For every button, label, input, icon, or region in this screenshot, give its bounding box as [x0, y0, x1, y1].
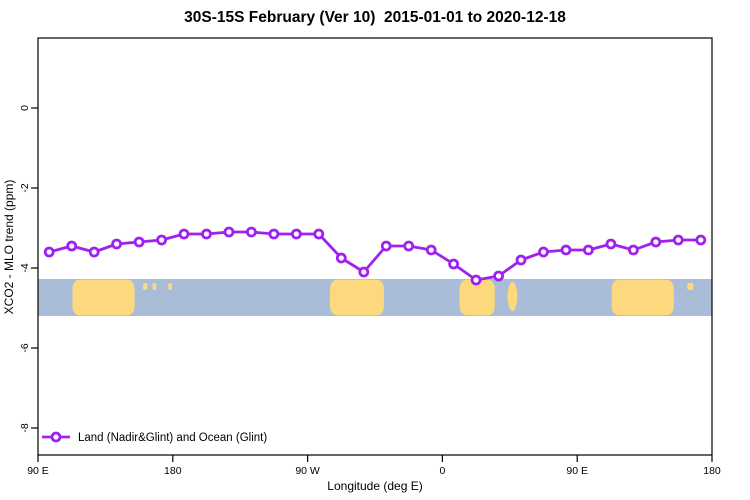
x-tick-label: 90 W	[295, 465, 320, 477]
data-point-marker	[538, 246, 549, 258]
data-point-marker	[111, 238, 122, 250]
data-point-marker	[650, 236, 662, 248]
y-tick-label: -2	[19, 183, 31, 192]
y-tick-label: -6	[19, 343, 31, 352]
data-point-marker	[605, 238, 617, 250]
legend-label: Land (Nadir&Glint) and Ocean (Glint)	[78, 432, 267, 444]
y-tick-label: -4	[19, 263, 31, 272]
y-tick-label: -8	[19, 423, 31, 432]
land-south-america	[330, 279, 384, 316]
data-point-marker	[43, 246, 55, 258]
land-australia	[72, 279, 135, 316]
land-coral-sea-islands	[142, 283, 148, 290]
land-new-caledonia-repeat	[687, 283, 694, 290]
land-vanuatu	[152, 283, 157, 290]
data-point-marker	[515, 254, 527, 266]
data-point-marker	[88, 246, 100, 258]
data-point-marker	[201, 228, 212, 240]
x-axis-label: Longitude (deg E)	[327, 479, 422, 493]
data-point-marker	[66, 240, 78, 252]
data-point-marker	[470, 274, 482, 286]
map-strip	[38, 279, 712, 316]
land-madagascar	[507, 282, 518, 311]
data-point-marker	[403, 240, 415, 252]
data-point-marker	[493, 270, 505, 282]
data-point-marker	[156, 234, 168, 246]
legend: Land (Nadir&Glint) and Ocean (Glint)	[42, 431, 267, 444]
x-tick-label: 0	[439, 465, 445, 477]
data-point-marker	[178, 228, 190, 240]
x-tick-label: 180	[164, 465, 182, 477]
x-tick-label: 90 E	[566, 465, 588, 477]
series-line	[47, 230, 703, 282]
x-tick-label: 180	[703, 465, 721, 477]
legend-marker-icon	[50, 431, 62, 443]
data-point-marker	[223, 226, 235, 238]
data-point-marker	[358, 266, 370, 278]
data-point-marker	[448, 258, 460, 270]
data-point-marker	[133, 236, 145, 248]
data-point-marker	[672, 234, 684, 246]
chart-title: 30S-15S February (Ver 10) 2015-01-01 to …	[184, 9, 566, 26]
y-axis-label: XCO2 - MLO trend (ppm)	[2, 180, 16, 315]
data-point-marker	[268, 228, 280, 240]
data-series	[43, 226, 707, 286]
data-point-marker	[335, 252, 347, 264]
y-tick-label: 0	[19, 105, 31, 111]
land-africa	[459, 279, 495, 316]
data-point-marker	[380, 240, 392, 252]
data-point-marker	[313, 228, 325, 240]
data-point-marker	[583, 244, 594, 256]
data-point-marker	[425, 244, 437, 256]
x-tick-label: 90 E	[27, 465, 49, 477]
data-point-marker	[695, 234, 707, 246]
data-point-marker	[245, 226, 257, 238]
data-point-marker	[560, 244, 572, 256]
data-point-marker	[290, 228, 302, 240]
land-fiji	[168, 283, 173, 290]
data-point-marker	[628, 244, 639, 256]
axis-ticks: 90 E 180 90 W 0 90 E 180 0 -2 -4 -6 -8	[19, 105, 721, 477]
plot-border	[37, 37, 713, 456]
land-australia-repeat	[611, 279, 674, 316]
